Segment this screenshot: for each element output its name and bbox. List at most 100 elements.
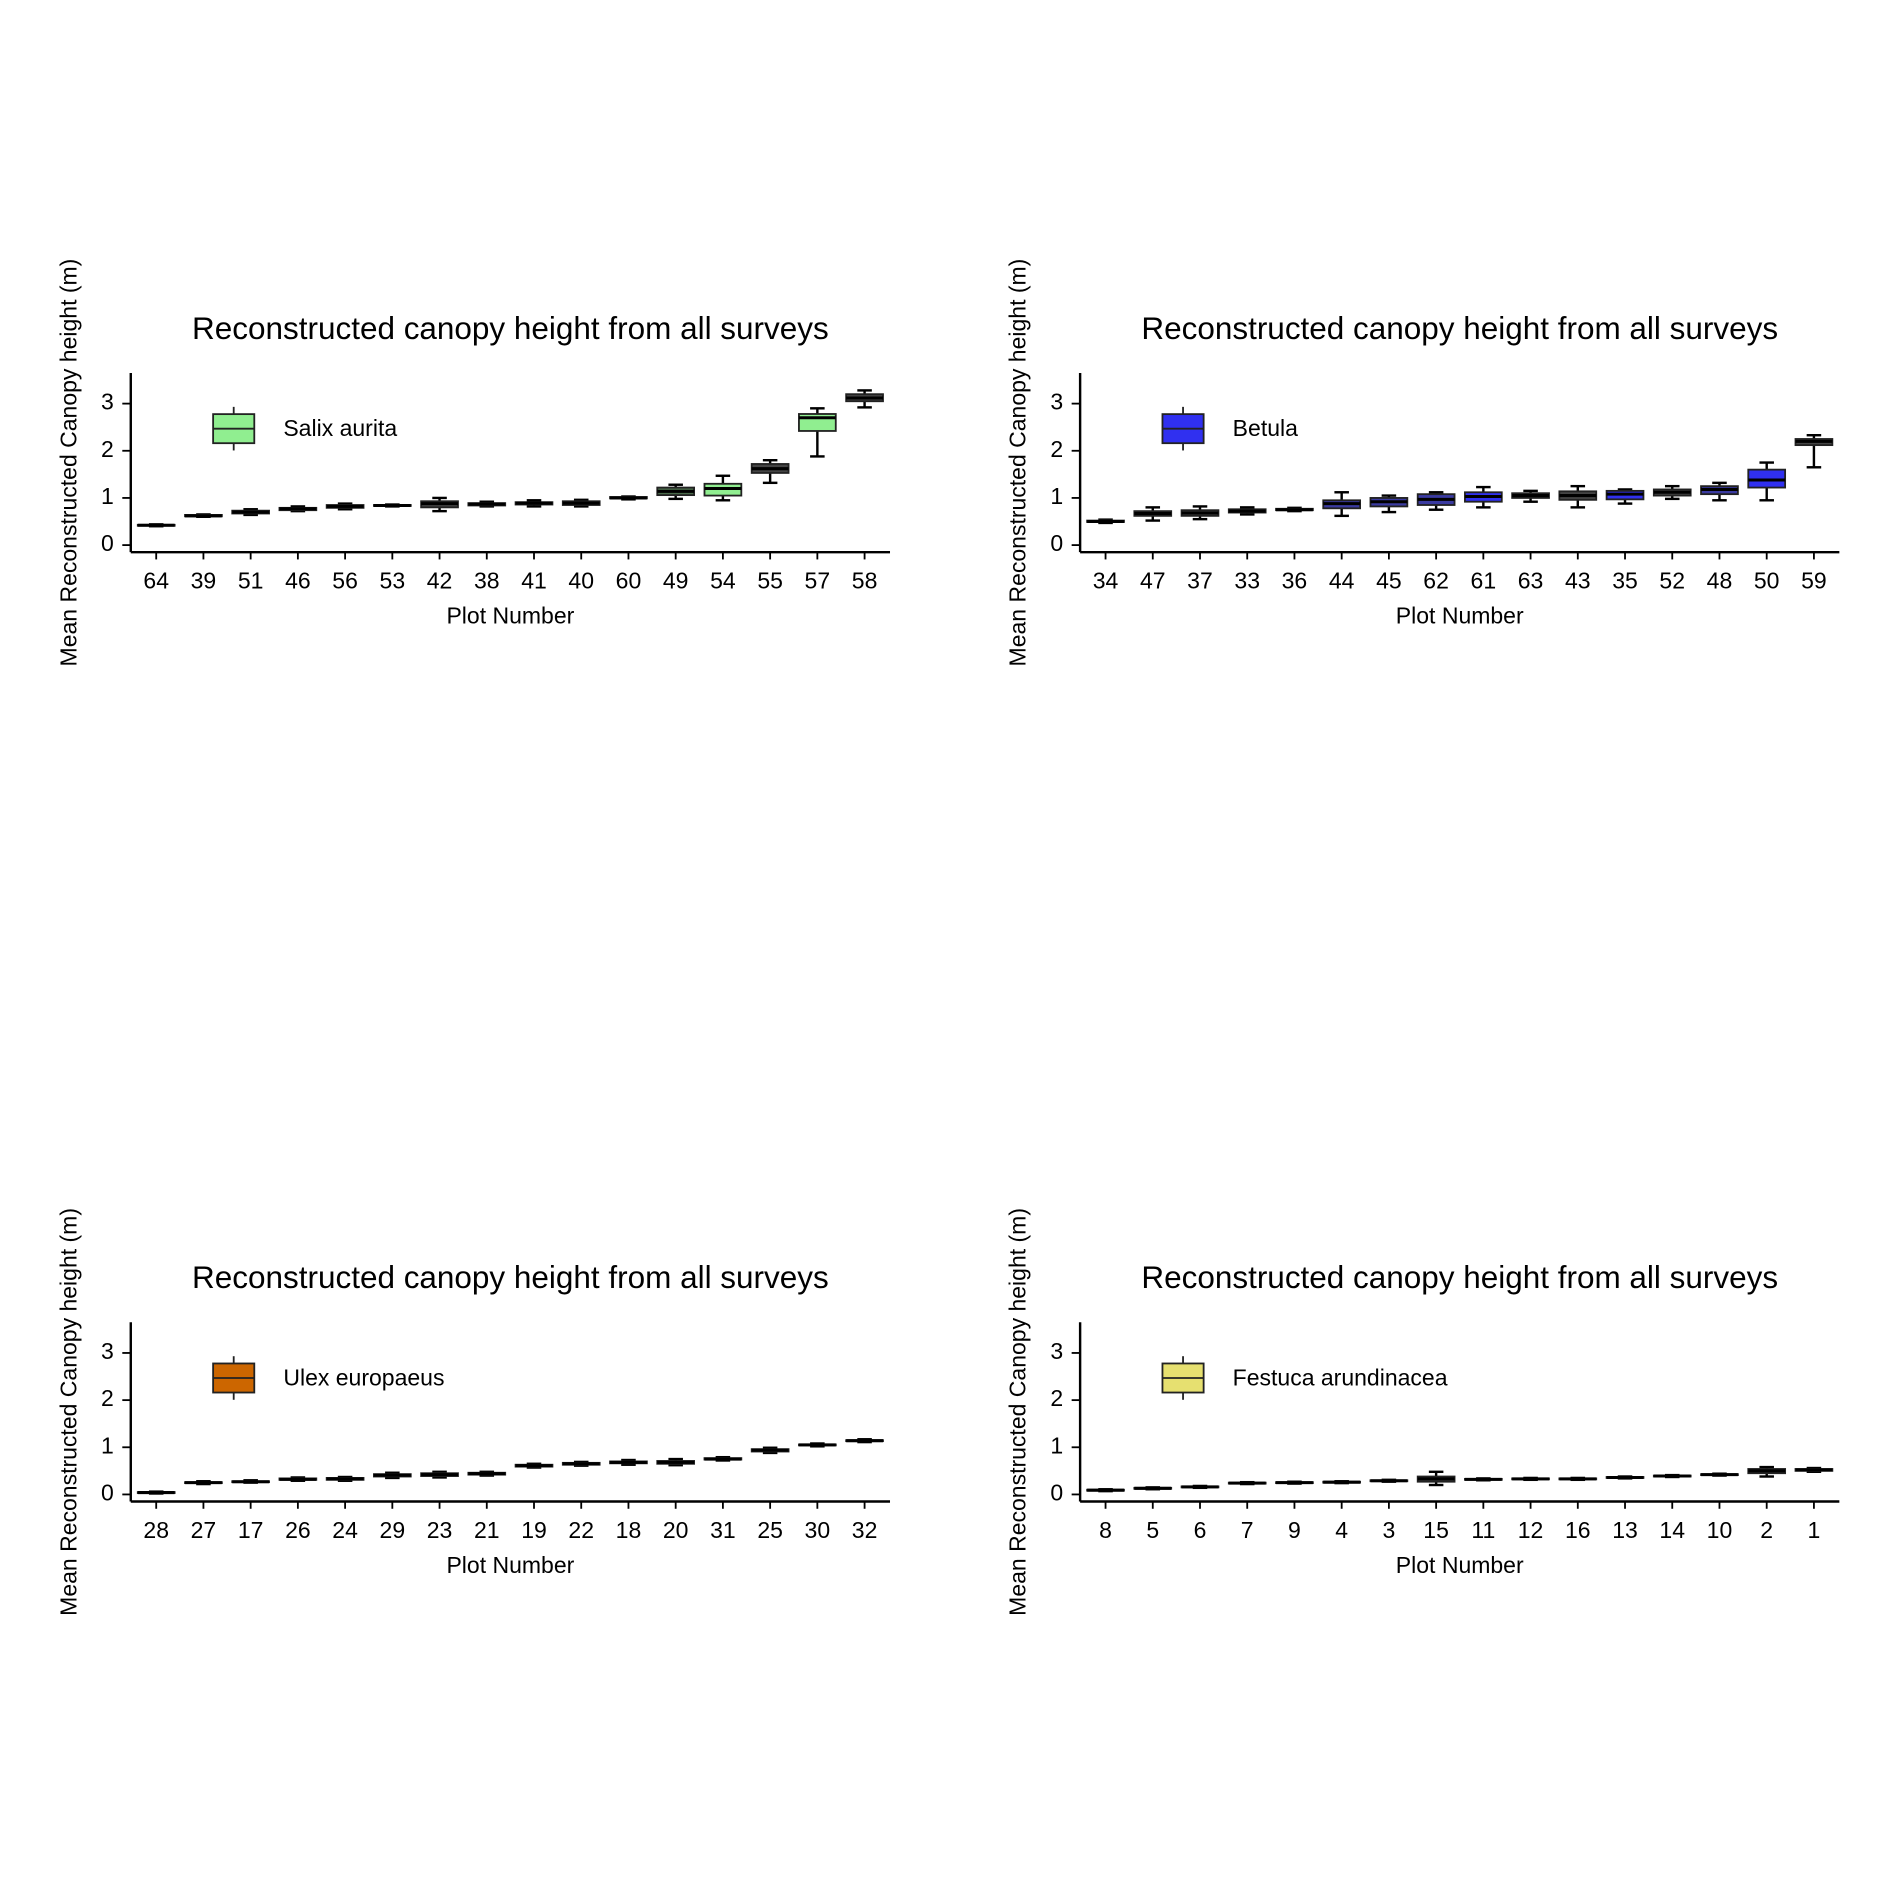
- y-tick-label: 1: [101, 483, 114, 509]
- chart-title: Reconstructed canopy height from all sur…: [192, 1260, 829, 1295]
- y-axis-label: Mean Reconstructed Canopy height (m): [1005, 259, 1031, 667]
- x-tick-label: 30: [805, 1517, 831, 1543]
- x-tick-label: 7: [1241, 1517, 1254, 1543]
- x-tick-label: 15: [1423, 1517, 1449, 1543]
- x-tick-label: 48: [1707, 568, 1733, 594]
- panel: Reconstructed canopy height from all sur…: [55, 259, 891, 667]
- y-tick-label: 1: [1050, 483, 1063, 509]
- y-axis-label: Mean Reconstructed Canopy height (m): [55, 259, 81, 667]
- panel: Reconstructed canopy height from all sur…: [1005, 1208, 1840, 1616]
- x-tick-label: 26: [285, 1517, 311, 1543]
- chart-title: Reconstructed canopy height from all sur…: [1141, 1260, 1778, 1295]
- x-tick-label: 9: [1288, 1517, 1301, 1543]
- y-tick-label: 1: [101, 1432, 114, 1458]
- x-tick-label: 37: [1187, 568, 1213, 594]
- x-axis-label: Plot Number: [1396, 603, 1524, 629]
- x-tick-label: 54: [710, 568, 736, 594]
- y-tick-label: 3: [101, 389, 114, 415]
- x-tick-label: 34: [1093, 568, 1119, 594]
- x-axis-label: Plot Number: [446, 1552, 574, 1578]
- x-tick-label: 57: [805, 568, 831, 594]
- y-tick-label: 0: [101, 1480, 114, 1506]
- chart-title: Reconstructed canopy height from all sur…: [192, 311, 829, 346]
- x-axis-label: Plot Number: [1396, 1552, 1524, 1578]
- legend-label: Salix aurita: [283, 415, 397, 441]
- x-tick-label: 6: [1194, 1517, 1207, 1543]
- y-tick-label: 1: [1050, 1432, 1063, 1458]
- x-tick-label: 59: [1801, 568, 1827, 594]
- x-tick-label: 53: [380, 568, 406, 594]
- y-tick-label: 3: [101, 1338, 114, 1364]
- x-tick-label: 2: [1760, 1517, 1773, 1543]
- x-tick-label: 35: [1612, 568, 1638, 594]
- x-tick-label: 61: [1471, 568, 1497, 594]
- x-tick-label: 56: [332, 568, 358, 594]
- x-tick-label: 11: [1471, 1517, 1495, 1543]
- x-tick-label: 63: [1518, 568, 1544, 594]
- panel: Reconstructed canopy height from all sur…: [1005, 259, 1840, 667]
- x-tick-label: 44: [1329, 568, 1355, 594]
- x-tick-label: 27: [191, 1517, 217, 1543]
- x-tick-label: 4: [1335, 1517, 1348, 1543]
- x-tick-label: 39: [191, 568, 217, 594]
- x-tick-label: 8: [1099, 1517, 1112, 1543]
- x-tick-label: 5: [1146, 1517, 1159, 1543]
- x-tick-label: 14: [1659, 1517, 1685, 1543]
- x-tick-label: 55: [757, 568, 783, 594]
- y-tick-label: 3: [1050, 389, 1063, 415]
- y-axis-label: Mean Reconstructed Canopy height (m): [55, 1208, 81, 1616]
- y-tick-label: 2: [101, 1385, 114, 1411]
- x-tick-label: 31: [710, 1517, 736, 1543]
- y-tick-label: 2: [1050, 436, 1063, 462]
- x-tick-label: 1: [1808, 1517, 1821, 1543]
- x-tick-label: 25: [757, 1517, 783, 1543]
- x-tick-label: 19: [521, 1517, 547, 1543]
- panel: Reconstructed canopy height from all sur…: [55, 1208, 891, 1616]
- x-tick-label: 23: [427, 1517, 453, 1543]
- x-tick-label: 36: [1282, 568, 1308, 594]
- y-tick-label: 0: [1050, 1480, 1063, 1506]
- x-tick-label: 24: [332, 1517, 358, 1543]
- y-tick-label: 0: [1050, 530, 1063, 556]
- x-tick-label: 17: [238, 1517, 264, 1543]
- x-tick-label: 12: [1518, 1517, 1544, 1543]
- x-tick-label: 3: [1383, 1517, 1396, 1543]
- x-tick-label: 33: [1234, 568, 1260, 594]
- y-tick-label: 3: [1050, 1338, 1063, 1364]
- x-tick-label: 20: [663, 1517, 689, 1543]
- legend-label: Betula: [1233, 415, 1298, 441]
- legend-label: Festuca arundinacea: [1233, 1364, 1448, 1390]
- x-tick-label: 40: [568, 568, 594, 594]
- x-tick-label: 62: [1423, 568, 1449, 594]
- y-tick-label: 2: [101, 436, 114, 462]
- x-tick-label: 58: [852, 568, 878, 594]
- chart-title: Reconstructed canopy height from all sur…: [1141, 311, 1778, 346]
- y-axis-label: Mean Reconstructed Canopy height (m): [1005, 1208, 1031, 1616]
- x-tick-label: 45: [1376, 568, 1402, 594]
- x-tick-label: 64: [143, 568, 169, 594]
- x-tick-label: 22: [568, 1517, 594, 1543]
- x-tick-label: 47: [1140, 568, 1166, 594]
- x-tick-label: 21: [474, 1517, 500, 1543]
- x-tick-label: 28: [143, 1517, 169, 1543]
- x-tick-label: 43: [1565, 568, 1591, 594]
- x-tick-label: 51: [238, 568, 264, 594]
- x-tick-label: 52: [1659, 568, 1685, 594]
- x-tick-label: 29: [380, 1517, 406, 1543]
- x-tick-label: 42: [427, 568, 453, 594]
- x-tick-label: 38: [474, 568, 500, 594]
- x-tick-label: 41: [521, 568, 547, 594]
- x-axis-label: Plot Number: [446, 603, 574, 629]
- x-tick-label: 10: [1707, 1517, 1733, 1543]
- y-tick-label: 0: [101, 530, 114, 556]
- x-tick-label: 46: [285, 568, 311, 594]
- x-tick-label: 60: [616, 568, 642, 594]
- x-tick-label: 32: [852, 1517, 878, 1543]
- legend-label: Ulex europaeus: [283, 1364, 444, 1390]
- x-tick-label: 49: [663, 568, 689, 594]
- x-tick-label: 18: [616, 1517, 642, 1543]
- x-tick-label: 16: [1565, 1517, 1591, 1543]
- y-tick-label: 2: [1050, 1385, 1063, 1411]
